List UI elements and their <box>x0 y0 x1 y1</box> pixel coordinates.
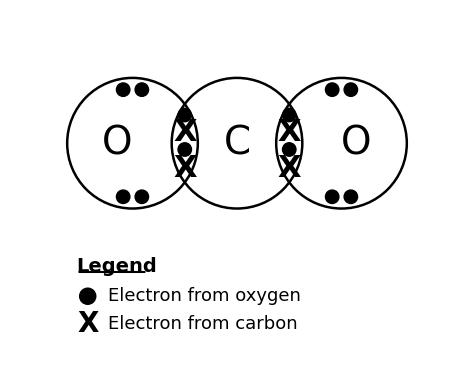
Circle shape <box>178 143 191 156</box>
Text: X: X <box>277 118 301 147</box>
Text: C: C <box>223 124 251 162</box>
Text: X: X <box>173 154 197 183</box>
Text: Legend: Legend <box>76 257 157 276</box>
Circle shape <box>326 83 339 96</box>
Text: Electron from oxygen: Electron from oxygen <box>108 287 301 305</box>
Circle shape <box>283 108 296 122</box>
Circle shape <box>117 190 130 203</box>
Text: O: O <box>102 124 133 162</box>
Circle shape <box>326 190 339 203</box>
Circle shape <box>344 190 357 203</box>
Circle shape <box>80 288 96 304</box>
Text: X: X <box>277 154 301 183</box>
Circle shape <box>135 190 148 203</box>
Text: O: O <box>341 124 372 162</box>
Circle shape <box>283 143 296 156</box>
Text: X: X <box>173 118 197 147</box>
Circle shape <box>178 108 191 122</box>
Circle shape <box>344 83 357 96</box>
Circle shape <box>117 83 130 96</box>
Text: X: X <box>77 310 99 338</box>
Text: Electron from carbon: Electron from carbon <box>108 315 298 333</box>
Circle shape <box>135 83 148 96</box>
